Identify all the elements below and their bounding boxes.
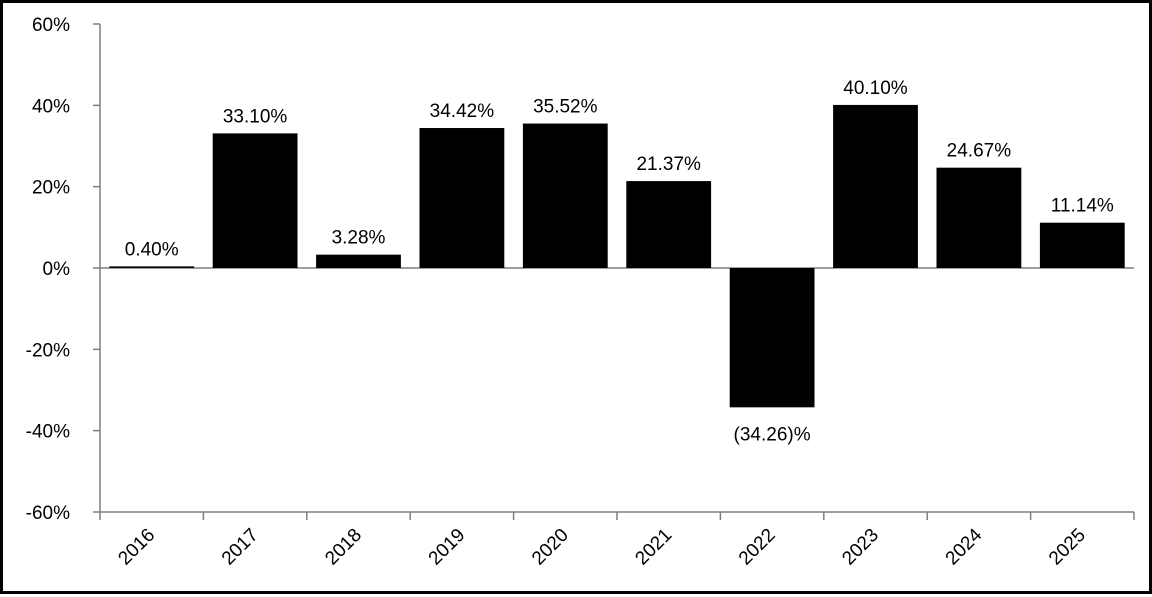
data-label-2020: 35.52% bbox=[533, 97, 598, 118]
data-label-2021: 21.37% bbox=[636, 154, 701, 175]
x-tick-label-2020: 2020 bbox=[528, 525, 573, 570]
bar-2017 bbox=[212, 133, 298, 268]
x-tick-label-2017: 2017 bbox=[218, 525, 263, 570]
y-tick-label: -60% bbox=[26, 503, 70, 524]
x-tick-label-2024: 2024 bbox=[942, 524, 987, 569]
data-label-2018: 3.28% bbox=[332, 228, 386, 249]
bar-2022 bbox=[729, 268, 815, 408]
y-tick-label: 0% bbox=[43, 259, 71, 280]
y-tick-label: 40% bbox=[32, 96, 70, 117]
data-label-2017: 33.10% bbox=[223, 106, 288, 127]
bar-2018 bbox=[316, 254, 401, 268]
data-label-2019: 34.42% bbox=[430, 101, 495, 122]
x-tick-label-2023: 2023 bbox=[838, 525, 883, 570]
data-label-2023: 40.10% bbox=[843, 78, 908, 99]
data-label-2022: (34.26)% bbox=[734, 424, 811, 445]
x-tick-label-2019: 2019 bbox=[425, 525, 470, 570]
data-label-2016: 0.40% bbox=[125, 239, 179, 260]
x-tick-label-2021: 2021 bbox=[631, 525, 676, 570]
x-tick-label-2016: 2016 bbox=[114, 525, 159, 570]
bar-2019 bbox=[419, 128, 505, 268]
y-tick-label: -40% bbox=[26, 422, 70, 443]
data-label-2025: 11.14% bbox=[1051, 196, 1114, 217]
bar-chart: -60% -40% -20% 0% 20% 40% 60% 2016 2017 2018 2019 2… bbox=[26, 15, 1135, 570]
bar-2023 bbox=[833, 104, 918, 268]
bar-2016 bbox=[109, 266, 195, 268]
bar-2024 bbox=[936, 167, 1022, 268]
y-tick-label: 60% bbox=[32, 15, 70, 36]
x-tick-label-2022: 2022 bbox=[735, 525, 780, 570]
x-tick-label-2025: 2025 bbox=[1045, 525, 1090, 570]
data-label-2024: 24.67% bbox=[947, 141, 1012, 162]
y-tick-label: -20% bbox=[26, 340, 70, 361]
bars bbox=[109, 104, 1125, 408]
bar-2021 bbox=[626, 181, 712, 268]
y-tick-label: 20% bbox=[32, 178, 70, 199]
x-tick-label-2018: 2018 bbox=[321, 525, 366, 570]
bar-2020 bbox=[522, 123, 608, 268]
data-labels: 0.40% 33.10% 3.28% 34.42% 35.52% 21.37% (34.26… bbox=[125, 78, 1114, 445]
bar-2025 bbox=[1039, 222, 1125, 268]
